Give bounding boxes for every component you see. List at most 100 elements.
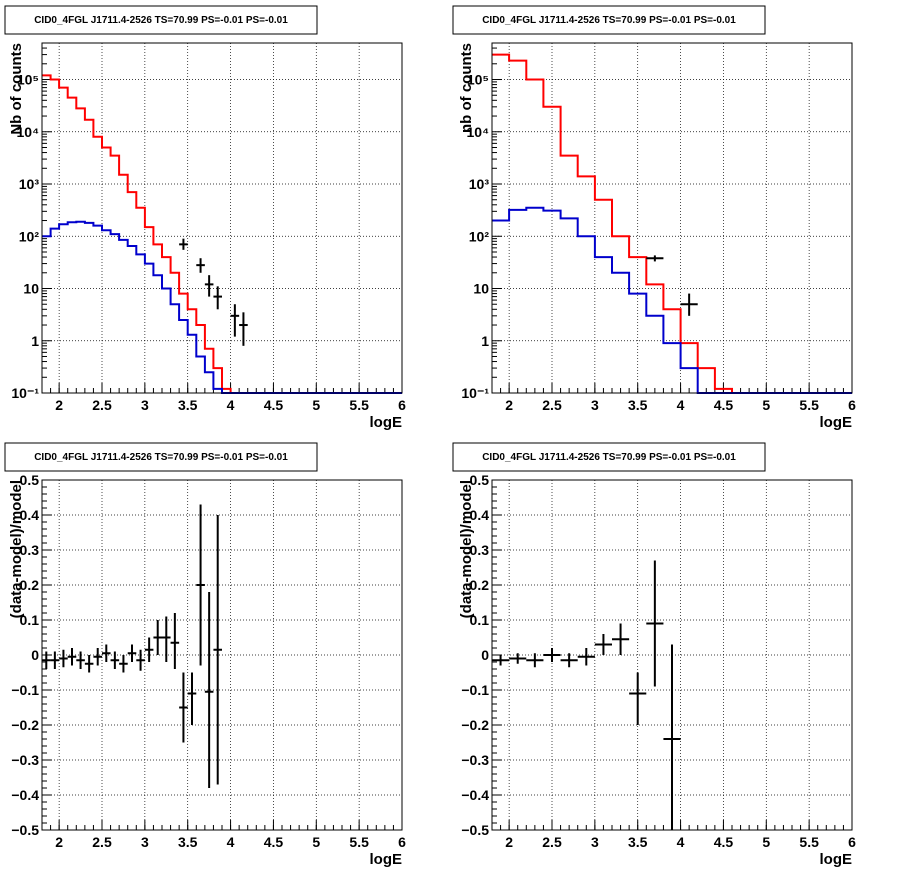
data-point	[119, 655, 128, 673]
x-tick-label: 2	[55, 834, 63, 850]
plot-frame	[41, 42, 403, 394]
histogram-series-2	[492, 206, 852, 394]
y-tick-label: 0.1	[470, 612, 490, 628]
y-tick-label: −0.2	[461, 717, 489, 733]
y-tick-label: −0.5	[11, 822, 39, 838]
y-tick-label: 10	[23, 281, 39, 297]
chart-title: CID0_4FGL J1711.4-2526 TS=70.99 PS=-0.01…	[482, 15, 736, 26]
data-point	[196, 258, 205, 273]
x-axis-label: logE	[370, 851, 403, 868]
y-tick-label: 10⁻¹	[11, 385, 39, 401]
data-point	[144, 637, 154, 662]
title-box	[4, 5, 318, 35]
data-point	[646, 255, 664, 262]
x-tick-label: 5.5	[799, 834, 819, 850]
y-tick-label: 0.4	[470, 507, 490, 523]
x-tick-label: 3	[141, 834, 149, 850]
data-point	[102, 644, 111, 662]
y-tick-label: 0	[481, 647, 489, 663]
chart-title: CID0_4FGL J1711.4-2526 TS=70.99 PS=-0.01…	[34, 452, 288, 463]
y-tick-label: 1	[31, 333, 39, 349]
y-tick-label: 0.3	[20, 542, 40, 558]
chart-panel-4: CID0_4FGL J1711.4-2526 TS=70.99 PS=-0.01…	[452, 442, 856, 868]
data-point	[492, 655, 510, 666]
data-point	[110, 651, 120, 669]
y-axis-label: Nb of counts	[8, 43, 25, 135]
data-point	[526, 653, 544, 668]
y-tick-label: 10³	[469, 176, 490, 192]
x-tick-label: 3	[141, 397, 149, 413]
x-axis-label: logE	[820, 851, 853, 868]
data-point	[560, 653, 578, 668]
title-box	[452, 442, 766, 472]
histogram-series-1	[42, 74, 402, 394]
data-point	[213, 515, 222, 785]
y-tick-label: −0.1	[461, 682, 489, 698]
x-axis-label: logE	[820, 414, 853, 431]
x-tick-label: 5	[312, 834, 320, 850]
data-point	[629, 672, 647, 725]
data-point	[76, 651, 85, 669]
x-tick-label: 3.5	[178, 397, 198, 413]
title-box	[4, 442, 318, 472]
data-point	[136, 649, 145, 671]
y-tick-label: 10²	[19, 228, 40, 244]
x-tick-label: 5	[312, 397, 320, 413]
x-tick-label: 5.5	[799, 397, 819, 413]
data-point	[153, 620, 162, 655]
data-point	[93, 648, 102, 666]
x-tick-label: 4	[227, 834, 235, 850]
x-tick-label: 5	[762, 834, 770, 850]
y-axis-label: (data-model)/model	[458, 480, 475, 618]
title-box	[452, 5, 766, 35]
x-tick-label: 6	[848, 397, 856, 413]
data-point	[127, 644, 137, 662]
x-tick-label: 5	[762, 397, 770, 413]
y-tick-label: 10⁴	[17, 124, 40, 140]
data-point	[179, 672, 188, 743]
x-tick-label: 5.5	[349, 834, 369, 850]
x-tick-label: 4	[227, 397, 235, 413]
x-tick-label: 4.5	[264, 834, 284, 850]
x-tick-label: 4.5	[714, 397, 734, 413]
y-tick-label: 10	[473, 281, 489, 297]
y-tick-label: 0.2	[20, 577, 40, 593]
x-tick-label: 3	[591, 397, 599, 413]
x-tick-label: 4.5	[264, 397, 284, 413]
y-tick-label: 10⁴	[467, 124, 490, 140]
x-tick-label: 2	[55, 397, 63, 413]
x-tick-label: 6	[398, 834, 406, 850]
y-tick-label: 10⁵	[467, 72, 489, 88]
x-tick-label: 3	[591, 834, 599, 850]
data-point	[162, 616, 171, 662]
data-points	[179, 238, 248, 346]
data-points	[42, 504, 222, 788]
y-tick-label: 10²	[469, 228, 490, 244]
data-point	[67, 648, 77, 666]
y-tick-label: −0.5	[461, 822, 489, 838]
data-point	[84, 655, 94, 673]
x-tick-label: 2.5	[92, 397, 112, 413]
y-tick-label: 10⁵	[17, 72, 39, 88]
y-tick-label: 10⁻¹	[461, 385, 489, 401]
y-axis-label: (data-model)/model	[8, 480, 25, 618]
y-tick-label: 0.4	[20, 507, 40, 523]
x-tick-label: 2.5	[542, 834, 562, 850]
data-point	[612, 623, 630, 655]
x-tick-label: 2.5	[542, 397, 562, 413]
y-tick-label: 1	[481, 333, 489, 349]
y-tick-label: −0.4	[11, 787, 39, 803]
y-tick-label: 0.2	[470, 577, 490, 593]
data-point	[204, 592, 214, 788]
chart-panel-3: CID0_4FGL J1711.4-2526 TS=70.99 PS=-0.01…	[4, 442, 406, 868]
y-tick-label: −0.2	[11, 717, 39, 733]
data-point	[213, 286, 222, 310]
plot-frame	[491, 42, 853, 394]
data-points	[646, 255, 698, 316]
data-point	[646, 560, 664, 687]
y-axis-label: nb of counts	[458, 43, 475, 133]
y-tick-label: 0.5	[470, 472, 490, 488]
x-tick-label: 5.5	[349, 397, 369, 413]
x-tick-label: 2	[505, 834, 513, 850]
